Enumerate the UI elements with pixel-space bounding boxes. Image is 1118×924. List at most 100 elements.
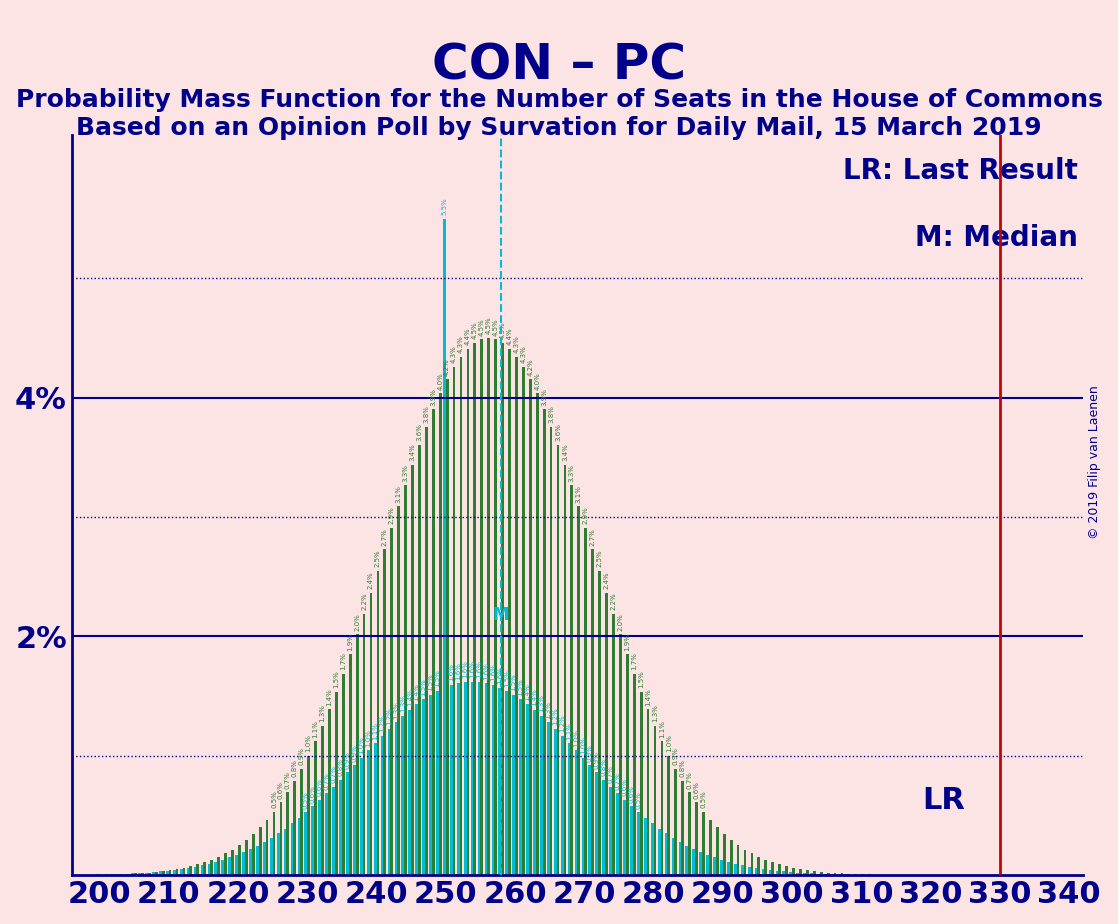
Text: 4.3%: 4.3% bbox=[451, 346, 457, 363]
Text: 4.4%: 4.4% bbox=[465, 327, 471, 345]
Text: 2.0%: 2.0% bbox=[354, 613, 360, 631]
Text: 1.4%: 1.4% bbox=[414, 683, 419, 700]
Text: 3.9%: 3.9% bbox=[541, 388, 547, 406]
Bar bbox=[210, 860, 214, 875]
Text: 4.5%: 4.5% bbox=[500, 322, 505, 339]
Bar bbox=[581, 758, 585, 875]
Bar bbox=[540, 716, 542, 875]
Bar bbox=[651, 823, 654, 875]
Bar bbox=[349, 654, 351, 875]
Text: 1.6%: 1.6% bbox=[476, 661, 482, 678]
Bar bbox=[362, 614, 366, 875]
Text: 2.9%: 2.9% bbox=[389, 506, 395, 524]
Bar bbox=[771, 862, 774, 875]
Bar bbox=[176, 869, 179, 875]
Text: 2.7%: 2.7% bbox=[382, 528, 388, 546]
Bar bbox=[547, 723, 550, 875]
Bar bbox=[716, 827, 719, 875]
Bar bbox=[182, 868, 186, 875]
Text: 1.0%: 1.0% bbox=[358, 736, 364, 754]
Bar bbox=[776, 870, 778, 875]
Text: 0.9%: 0.9% bbox=[344, 751, 350, 769]
Bar bbox=[165, 870, 169, 875]
Bar bbox=[689, 792, 691, 875]
Bar bbox=[286, 792, 290, 875]
Text: 0.8%: 0.8% bbox=[292, 760, 297, 777]
Text: 1.5%: 1.5% bbox=[420, 678, 427, 696]
Bar bbox=[388, 729, 390, 875]
Bar bbox=[713, 857, 716, 875]
Bar bbox=[674, 769, 678, 875]
Bar bbox=[235, 855, 238, 875]
Bar bbox=[217, 857, 220, 875]
Bar bbox=[252, 834, 255, 875]
Text: 1.9%: 1.9% bbox=[348, 633, 353, 650]
Bar bbox=[803, 873, 806, 875]
Bar bbox=[575, 750, 577, 875]
Text: 1.7%: 1.7% bbox=[340, 652, 347, 670]
Bar bbox=[811, 873, 813, 875]
Bar bbox=[464, 682, 466, 875]
Bar bbox=[522, 367, 524, 875]
Bar bbox=[328, 710, 331, 875]
Text: 1.6%: 1.6% bbox=[455, 662, 462, 679]
Bar bbox=[720, 859, 723, 875]
Bar bbox=[134, 873, 136, 875]
Text: 4.5%: 4.5% bbox=[485, 317, 492, 334]
Text: 1.6%: 1.6% bbox=[496, 666, 503, 684]
Text: 1.1%: 1.1% bbox=[372, 722, 378, 739]
Bar bbox=[743, 849, 747, 875]
Bar bbox=[353, 765, 356, 875]
Bar bbox=[139, 873, 141, 875]
Bar bbox=[111, 874, 113, 875]
Bar bbox=[700, 852, 702, 875]
Text: 0.6%: 0.6% bbox=[628, 784, 634, 803]
Bar bbox=[561, 736, 563, 875]
Text: 1.3%: 1.3% bbox=[539, 695, 544, 712]
Bar bbox=[189, 867, 192, 875]
Bar bbox=[258, 827, 262, 875]
Bar bbox=[612, 614, 615, 875]
Bar bbox=[813, 871, 816, 875]
Text: M: Median: M: Median bbox=[916, 224, 1078, 252]
Text: 1.0%: 1.0% bbox=[574, 729, 579, 747]
Bar bbox=[494, 339, 498, 875]
Text: 0.5%: 0.5% bbox=[701, 790, 707, 808]
Bar bbox=[256, 845, 258, 875]
Bar bbox=[263, 842, 266, 875]
Bar bbox=[577, 506, 580, 875]
Bar bbox=[124, 874, 127, 875]
Bar bbox=[623, 800, 626, 875]
Text: 0.7%: 0.7% bbox=[608, 765, 614, 783]
Bar bbox=[245, 840, 248, 875]
Bar bbox=[367, 750, 370, 875]
Text: 0.6%: 0.6% bbox=[278, 781, 284, 799]
Bar bbox=[499, 687, 501, 875]
Bar bbox=[152, 872, 155, 875]
Text: 0.8%: 0.8% bbox=[600, 758, 607, 776]
Text: 1.3%: 1.3% bbox=[320, 704, 325, 723]
Text: 4.5%: 4.5% bbox=[493, 318, 499, 335]
Bar bbox=[824, 874, 827, 875]
Bar bbox=[481, 339, 483, 875]
Bar bbox=[695, 802, 698, 875]
Text: 0.7%: 0.7% bbox=[285, 771, 291, 789]
Bar bbox=[446, 380, 448, 875]
Text: 4.4%: 4.4% bbox=[506, 327, 512, 345]
Text: Probability Mass Function for the Number of Seats in the House of Commons: Probability Mass Function for the Number… bbox=[16, 88, 1102, 112]
Bar bbox=[269, 838, 273, 875]
Bar bbox=[249, 849, 252, 875]
Bar bbox=[342, 674, 344, 875]
Bar bbox=[319, 800, 321, 875]
Bar bbox=[854, 874, 858, 875]
Bar bbox=[173, 869, 176, 875]
Bar bbox=[847, 874, 851, 875]
Bar bbox=[443, 219, 446, 875]
Bar bbox=[661, 741, 663, 875]
Bar bbox=[633, 674, 635, 875]
Bar bbox=[796, 872, 799, 875]
Bar bbox=[553, 729, 557, 875]
Text: 1.3%: 1.3% bbox=[546, 701, 551, 719]
Text: 1.0%: 1.0% bbox=[366, 729, 371, 747]
Bar bbox=[373, 743, 377, 875]
